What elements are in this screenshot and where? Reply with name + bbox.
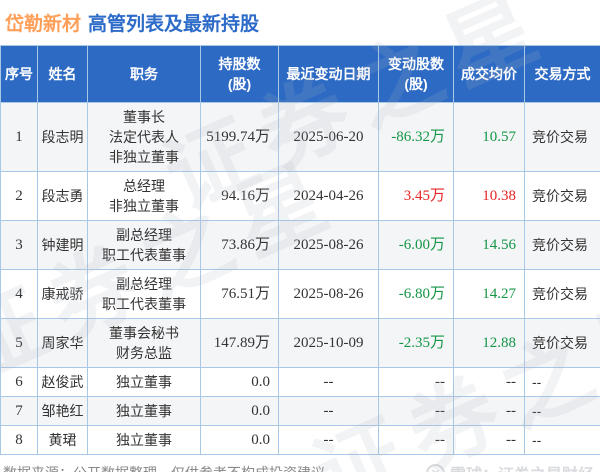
cell-name: 黄珺 bbox=[37, 425, 88, 455]
cell-price: 14.27 bbox=[453, 269, 525, 319]
cell-date: -- bbox=[278, 425, 379, 455]
cell-method: -- bbox=[524, 425, 600, 455]
cell-position: 独立董事 bbox=[87, 396, 201, 426]
cell-shares: 147.89万 bbox=[200, 318, 279, 368]
cell-date: 2025-08-26 bbox=[278, 220, 379, 270]
cell-price: -- bbox=[453, 396, 525, 426]
cell-method: 竞价交易 bbox=[524, 220, 600, 270]
header-cell-shares: 持股数 (股) bbox=[200, 45, 279, 103]
table-body: 1 段志明 董事长 法定代表人 非独立董事 5199.74万 2025-06-2… bbox=[0, 102, 600, 455]
cell-no: 4 bbox=[0, 269, 38, 319]
cell-no: 8 bbox=[0, 425, 38, 455]
cell-name: 邹艳红 bbox=[37, 396, 88, 426]
stock-name: 岱勒新材 bbox=[5, 14, 82, 35]
cell-shares: 5199.74万 bbox=[200, 102, 279, 172]
cell-change: -6.00万 bbox=[378, 220, 454, 270]
cell-change: -- bbox=[378, 396, 454, 426]
cell-shares: 0.0 bbox=[200, 425, 279, 455]
holdings-table: 序号 姓名 职务 持股数 (股) 最近变动日期 变动股数 (股) 成交均价 交易… bbox=[0, 45, 600, 455]
cell-name: 康戒骄 bbox=[37, 269, 88, 319]
cell-name: 段志勇 bbox=[37, 171, 88, 221]
cell-shares: 0.0 bbox=[200, 396, 279, 426]
cell-position: 董事会秘书 财务总监 bbox=[87, 318, 201, 368]
cell-price: -- bbox=[453, 367, 525, 397]
cell-method: 竞价交易 bbox=[524, 318, 600, 368]
cell-no: 5 bbox=[0, 318, 38, 368]
cell-no: 6 bbox=[0, 367, 38, 397]
cell-position: 副总经理 职工代表董事 bbox=[87, 269, 201, 319]
header-cell-change: 变动股数 (股) bbox=[378, 45, 454, 103]
brand: ✕ 雪球：证券之星财经 bbox=[425, 461, 594, 472]
source-note: 数据来源：公开数据整理，仅供参考不构成投资建议 bbox=[3, 463, 325, 472]
cell-no: 1 bbox=[0, 102, 38, 172]
table-row: 8 黄珺 独立董事 0.0 -- -- -- -- bbox=[0, 425, 600, 455]
cell-change: -6.80万 bbox=[378, 269, 454, 319]
cell-name: 段志明 bbox=[37, 102, 88, 172]
table-row: 5 周家华 董事会秘书 财务总监 147.89万 2025-10-09 -2.3… bbox=[0, 318, 600, 368]
cell-shares: 94.16万 bbox=[200, 171, 279, 221]
header-cell-price: 成交均价 bbox=[453, 45, 525, 103]
cell-method: -- bbox=[524, 367, 600, 397]
table-row: 1 段志明 董事长 法定代表人 非独立董事 5199.74万 2025-06-2… bbox=[0, 102, 600, 172]
cell-position: 独立董事 bbox=[87, 367, 201, 397]
table-row: 3 钟建明 副总经理 职工代表董事 73.86万 2025-08-26 -6.0… bbox=[0, 220, 600, 270]
cell-change: -2.35万 bbox=[378, 318, 454, 368]
header-cell-method: 交易方式 bbox=[524, 45, 600, 103]
table-row: 4 康戒骄 副总经理 职工代表董事 76.51万 2025-08-26 -6.8… bbox=[0, 269, 600, 319]
brand-text: 雪球：证券之星财经 bbox=[450, 461, 594, 472]
cell-price: 10.38 bbox=[453, 171, 525, 221]
xueqiu-logo-icon: ✕ bbox=[425, 463, 445, 472]
page-title: 岱勒新材 高管列表及最新持股 bbox=[0, 0, 600, 45]
header-cell-no: 序号 bbox=[0, 45, 38, 103]
cell-change: -86.32万 bbox=[378, 102, 454, 172]
cell-date: 2025-10-09 bbox=[278, 318, 379, 368]
cell-method: 竞价交易 bbox=[524, 102, 600, 172]
cell-shares: 0.0 bbox=[200, 367, 279, 397]
table-header: 序号 姓名 职务 持股数 (股) 最近变动日期 变动股数 (股) 成交均价 交易… bbox=[0, 45, 600, 103]
cell-date: 2025-06-20 bbox=[278, 102, 379, 172]
cell-no: 3 bbox=[0, 220, 38, 270]
cell-change: 3.45万 bbox=[378, 171, 454, 221]
cell-price: 10.57 bbox=[453, 102, 525, 172]
header-cell-date: 最近变动日期 bbox=[278, 45, 379, 103]
cell-shares: 73.86万 bbox=[200, 220, 279, 270]
table-row: 2 段志勇 总经理 非独立董事 94.16万 2024-04-26 3.45万 … bbox=[0, 171, 600, 221]
cell-change: -- bbox=[378, 425, 454, 455]
cell-shares: 76.51万 bbox=[200, 269, 279, 319]
cell-position: 董事长 法定代表人 非独立董事 bbox=[87, 102, 201, 172]
cell-date: -- bbox=[278, 367, 379, 397]
header-cell-name: 姓名 bbox=[37, 45, 88, 103]
cell-change: -- bbox=[378, 367, 454, 397]
cell-price: 14.56 bbox=[453, 220, 525, 270]
page-title-text: 高管列表及最新持股 bbox=[88, 14, 260, 35]
cell-date: -- bbox=[278, 396, 379, 426]
table-row: 7 邹艳红 独立董事 0.0 -- -- -- -- bbox=[0, 396, 600, 426]
cell-name: 钟建明 bbox=[37, 220, 88, 270]
cell-date: 2025-08-26 bbox=[278, 269, 379, 319]
cell-price: -- bbox=[453, 425, 525, 455]
cell-method: -- bbox=[524, 396, 600, 426]
cell-no: 2 bbox=[0, 171, 38, 221]
cell-position: 副总经理 职工代表董事 bbox=[87, 220, 201, 270]
cell-date: 2024-04-26 bbox=[278, 171, 379, 221]
footer: 数据来源：公开数据整理，仅供参考不构成投资建议 ✕ 雪球：证券之星财经 bbox=[0, 455, 600, 472]
cell-name: 周家华 bbox=[37, 318, 88, 368]
cell-method: 竞价交易 bbox=[524, 171, 600, 221]
cell-method: 竞价交易 bbox=[524, 269, 600, 319]
header-cell-position: 职务 bbox=[87, 45, 201, 103]
table-row: 6 赵俊武 独立董事 0.0 -- -- -- -- bbox=[0, 367, 600, 397]
cell-position: 总经理 非独立董事 bbox=[87, 171, 201, 221]
cell-position: 独立董事 bbox=[87, 425, 201, 455]
cell-no: 7 bbox=[0, 396, 38, 426]
cell-name: 赵俊武 bbox=[37, 367, 88, 397]
cell-price: 12.88 bbox=[453, 318, 525, 368]
